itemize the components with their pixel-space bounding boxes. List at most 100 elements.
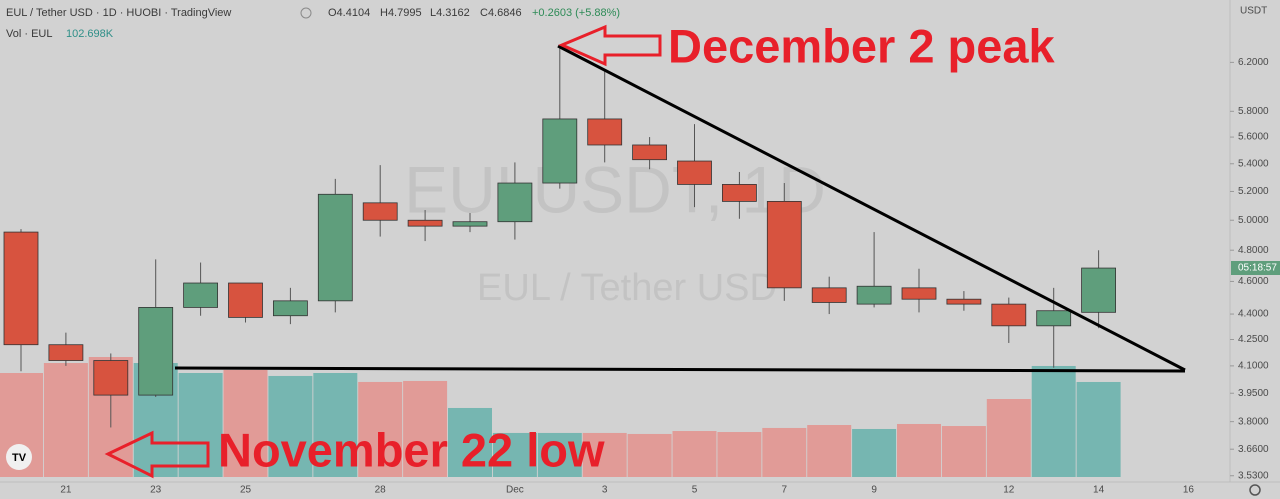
tv-logo[interactable]: TV [6, 444, 32, 470]
y-tick-label: 4.1000 [1238, 361, 1269, 372]
candle-body [766, 201, 802, 289]
volume-bar [1031, 365, 1076, 477]
volume-bar [897, 423, 941, 477]
volume-bar [358, 381, 403, 477]
plot: 3.5300 3.6600 3.8000 3.9500 4.1000 4.2500 4.40… [0, 47, 1269, 496]
candle-body [48, 344, 84, 361]
candle-body [272, 300, 308, 317]
volume-bar [43, 363, 88, 477]
candle-body [811, 287, 847, 303]
candle-body [542, 118, 578, 184]
y-tick-label: 4.4000 [1238, 309, 1269, 320]
y-tick-label: 5.2000 [1238, 186, 1269, 197]
currency-select[interactable]: USDT [1240, 6, 1267, 17]
ohlc-high: H4.7995 [380, 7, 422, 19]
y-tick-label: 3.9500 [1238, 388, 1269, 399]
candle-body [856, 285, 892, 305]
volume-bar [492, 432, 537, 477]
ohlc-close: C4.6846 [480, 7, 522, 19]
x-tick-label: 14 [1093, 485, 1105, 496]
watermark-symbol: EULUSDT, 1D [404, 152, 826, 226]
candle-body [452, 221, 488, 227]
volume-bar [582, 432, 627, 477]
candle-body [93, 360, 129, 396]
x-tick-label: 3 [602, 485, 608, 496]
candle-body [183, 282, 219, 308]
countdown: 05:18:57 [1238, 263, 1277, 274]
candle-body [362, 202, 398, 221]
annotation: December 2 peak [668, 19, 1056, 72]
volume-bar [627, 433, 672, 477]
y-tick-label: 4.8000 [1238, 245, 1269, 256]
candle-body [497, 182, 533, 223]
volume-value: 102.698K [66, 28, 114, 40]
candle-body [3, 231, 39, 346]
y-tick-label: 5.8000 [1238, 106, 1269, 117]
support-line [174, 366, 1186, 373]
candle-body [407, 219, 443, 227]
volume-bar [672, 431, 717, 477]
ohlc-low: L4.3162 [430, 7, 470, 19]
volume-bar [223, 369, 268, 477]
drawings: December 2 peak November 22 low [104, 19, 1186, 479]
y-tick-label: 3.8000 [1238, 416, 1269, 427]
arrow [558, 24, 662, 67]
y-tick-label: 5.0000 [1238, 215, 1269, 226]
candle-body [677, 160, 712, 185]
volume-bar [986, 399, 1031, 477]
x-tick-label: 25 [240, 485, 252, 496]
y-tick-label: 4.6000 [1238, 276, 1269, 287]
x-tick-label: 7 [782, 485, 788, 496]
candle-body [946, 298, 982, 305]
legend: EUL / Tether USD · 1D · HUOBI · TradingV… [6, 7, 620, 40]
symbol-title: EUL / Tether USD · 1D · HUOBI · TradingV… [6, 7, 231, 19]
trend-line [557, 44, 1186, 372]
status-dot [300, 7, 312, 19]
countdown-tag [1231, 261, 1280, 275]
y-tick-label: 3.5300 [1238, 470, 1269, 481]
candle-body [901, 287, 937, 300]
x-tick-label: 16 [1183, 485, 1195, 496]
x-tick-label: 21 [60, 485, 72, 496]
y-tick-label: 5.4000 [1238, 158, 1269, 169]
candle-body [317, 193, 353, 302]
svg-text:TV: TV [12, 452, 27, 464]
y-tick-label: 6.2000 [1238, 57, 1269, 68]
settings-icon[interactable] [1249, 484, 1261, 496]
candle-body [587, 118, 623, 146]
ohlc-change: +0.2603 (+5.88%) [532, 7, 620, 19]
candle-body [138, 307, 174, 396]
candle-body [228, 282, 263, 318]
x-tick-label: 9 [871, 485, 877, 496]
y-tick-label: 3.6600 [1238, 444, 1269, 455]
volume-bar [403, 380, 448, 477]
arrow [104, 430, 210, 479]
volume-bar [762, 427, 807, 477]
x-tick-label: 28 [375, 485, 387, 496]
volume-bar [448, 407, 492, 477]
volume-bar [807, 425, 852, 477]
x-tick-label: Dec [506, 485, 524, 496]
ohlc-open: O4.4104 [328, 7, 370, 19]
volume-bar [1076, 381, 1121, 477]
volume-bar [313, 373, 358, 477]
volume-label: Vol · EUL [6, 28, 52, 40]
x-tick-label: 12 [1003, 485, 1015, 496]
watermark-name: EUL / Tether USD [477, 267, 777, 309]
volume-bar [941, 426, 986, 477]
volume-bar [537, 432, 582, 477]
volume-bar [852, 428, 897, 477]
candle-body [722, 184, 757, 202]
y-tick-label: 5.6000 [1238, 132, 1269, 143]
candle-body [1081, 267, 1116, 313]
x-tick-label: 5 [692, 485, 698, 496]
y-tick-label: 4.2500 [1238, 334, 1269, 345]
volume-bar [268, 375, 313, 477]
candle-body [632, 144, 667, 161]
candle-body [1036, 310, 1072, 327]
x-tick-label: 23 [150, 485, 162, 496]
volume-bar [717, 432, 762, 477]
volume-bar [178, 373, 223, 477]
candle-body [991, 303, 1027, 327]
